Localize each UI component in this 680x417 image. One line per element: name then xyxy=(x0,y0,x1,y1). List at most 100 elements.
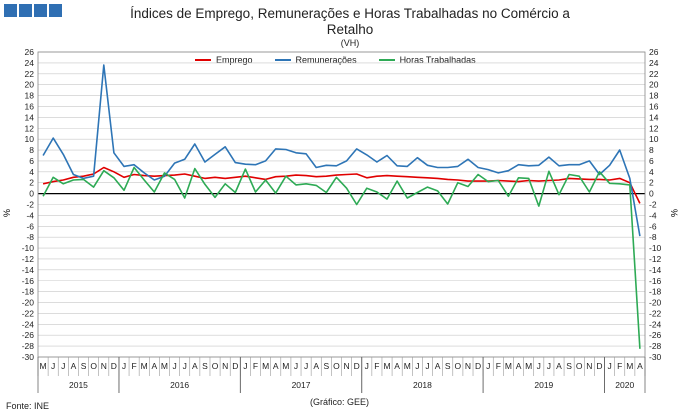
legend-swatch-emprego xyxy=(195,59,211,61)
y-tick-label-right: -28 xyxy=(649,341,662,351)
x-tick-label-month: J xyxy=(415,361,419,371)
y-tick-label-right: -6 xyxy=(649,221,657,231)
x-tick-label-month: M xyxy=(141,361,148,371)
x-tick-label-month: O xyxy=(455,361,462,371)
x-tick-label-month: D xyxy=(111,361,117,371)
x-tick-label-month: F xyxy=(374,361,379,371)
chart-subtitle: (VH) xyxy=(340,38,360,48)
x-tick-label-month: A xyxy=(516,361,522,371)
y-tick-label-right: -20 xyxy=(649,298,662,308)
x-tick-label-month: M xyxy=(40,361,47,371)
x-tick-label-month: A xyxy=(394,361,400,371)
y-tick-label-right: -24 xyxy=(649,319,662,329)
legend-item-remuneracoes: Remunerações xyxy=(274,55,357,65)
x-tick-label-month: M xyxy=(404,361,411,371)
y-tick-label-right: -4 xyxy=(649,210,657,220)
x-tick-label-month: O xyxy=(576,361,583,371)
x-tick-label-month: D xyxy=(596,361,602,371)
x-tick-label-year: 2015 xyxy=(69,380,88,390)
x-tick-label-month: O xyxy=(90,361,97,371)
y-tick-label-left: -24 xyxy=(22,319,35,329)
x-tick-label-month: M xyxy=(383,361,390,371)
x-tick-label-month: N xyxy=(343,361,349,371)
x-tick-label-month: M xyxy=(626,361,633,371)
y-tick-label-right: -22 xyxy=(649,308,662,318)
x-tick-label-month: N xyxy=(101,361,107,371)
y-tick-label-right: 10 xyxy=(649,134,659,144)
x-tick-label-month: M xyxy=(505,361,512,371)
x-tick-label-month: J xyxy=(537,361,541,371)
legend-label-horas: Horas Trabalhadas xyxy=(399,55,476,65)
y-tick-label-left: 18 xyxy=(25,91,35,101)
y-tick-label-left: -4 xyxy=(26,210,34,220)
y-tick-label-left: -2 xyxy=(26,200,34,210)
x-tick-label-month: A xyxy=(313,361,319,371)
x-tick-label-month: J xyxy=(547,361,551,371)
logo-block xyxy=(49,4,62,17)
series-line-horas-trabalhadas xyxy=(42,166,641,349)
y-tick-label-left: -22 xyxy=(22,308,35,318)
logo-block xyxy=(34,4,47,17)
y-tick-label-right: 14 xyxy=(649,112,659,122)
series-line-remuneracoes xyxy=(42,64,641,237)
y-tick-label-left: -30 xyxy=(22,352,35,362)
x-tick-label-month: M xyxy=(282,361,289,371)
series-layer xyxy=(42,64,641,349)
y-tick-label-right: 12 xyxy=(649,123,659,133)
y-tick-label-left: -10 xyxy=(22,243,35,253)
source-note: Fonte: INE xyxy=(6,401,50,411)
y-tick-label-right: 20 xyxy=(649,80,659,90)
y-tick-label-right: 2 xyxy=(649,178,654,188)
x-tick-label-month: J xyxy=(486,361,490,371)
y-tick-label-right: 6 xyxy=(649,156,654,166)
x-tick-label-month: M xyxy=(525,361,532,371)
y-tick-label-left: 6 xyxy=(29,156,34,166)
x-tick-label-month: N xyxy=(222,361,228,371)
x-tick-label-month: J xyxy=(61,361,65,371)
x-tick-label-month: M xyxy=(161,361,168,371)
y-tick-label-right: 4 xyxy=(649,167,654,177)
series-line-emprego xyxy=(42,166,641,204)
x-tick-label-year: 2017 xyxy=(292,380,311,390)
y-tick-label-right: -10 xyxy=(649,243,662,253)
y-tick-label-left: 0 xyxy=(29,189,34,199)
x-tick-label-month: D xyxy=(232,361,238,371)
ine-logo xyxy=(4,4,62,17)
x-tick-label-month: J xyxy=(304,361,308,371)
y-tick-label-left: 22 xyxy=(25,69,35,79)
logo-block xyxy=(4,4,17,17)
x-tick-label-month: S xyxy=(202,361,208,371)
legend-swatch-horas xyxy=(378,59,395,61)
x-tick-label-month: J xyxy=(51,361,55,371)
x-tick-label-month: J xyxy=(183,361,187,371)
x-tick-label-month: F xyxy=(132,361,137,371)
y-tick-label-left: -14 xyxy=(22,265,35,275)
x-tick-label-month: S xyxy=(445,361,451,371)
x-tick-label-year: 2016 xyxy=(170,380,189,390)
legend-item-horas: Horas Trabalhadas xyxy=(378,55,476,65)
x-tick-label-month: O xyxy=(333,361,340,371)
y-tick-label-left: -28 xyxy=(22,341,35,351)
y-tick-label-right: 18 xyxy=(649,91,659,101)
y-tick-label-left: 26 xyxy=(25,47,35,57)
axis-layer: -30 -30-28 -28-26 -26-24 -24-22 -22-20 -20-18-… xyxy=(22,47,662,393)
y-tick-label-right: 22 xyxy=(649,69,659,79)
y-tick-label-left: -8 xyxy=(26,232,34,242)
chart-legend: Emprego Remunerações Horas Trabalhadas xyxy=(195,55,476,65)
legend-swatch-remuneracoes xyxy=(274,59,291,61)
y-tick-label-left: 12 xyxy=(25,123,35,133)
x-tick-label-month: J xyxy=(172,361,176,371)
y-tick-label-left: 8 xyxy=(29,145,34,155)
x-tick-label-month: A xyxy=(152,361,158,371)
legend-label-remuneracoes: Remunerações xyxy=(295,55,357,65)
x-tick-label-month: S xyxy=(566,361,572,371)
x-tick-label-month: J xyxy=(425,361,429,371)
y-tick-label-left: -16 xyxy=(22,276,35,286)
y-tick-label-left: -6 xyxy=(26,221,34,231)
x-tick-label-month: F xyxy=(253,361,258,371)
y-tick-label-right: 0 xyxy=(649,189,654,199)
y-tick-label-left: -20 xyxy=(22,298,35,308)
y-tick-label-left: -26 xyxy=(22,330,35,340)
x-tick-label-year: 2020 xyxy=(615,380,634,390)
